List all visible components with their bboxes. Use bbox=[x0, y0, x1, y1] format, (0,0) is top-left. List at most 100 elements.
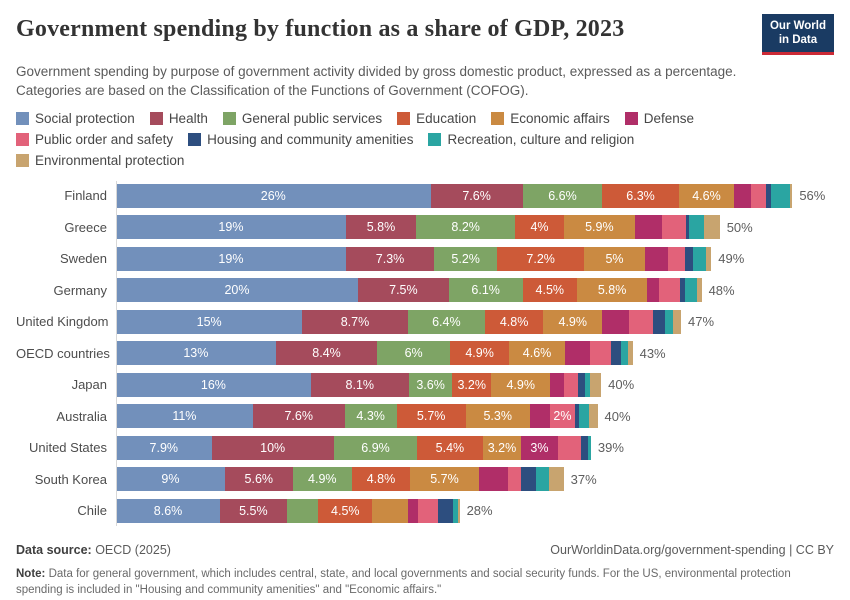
bar-segment-education[interactable]: 4.9% bbox=[449, 341, 510, 366]
bar-segment-public-order-and-safety[interactable] bbox=[667, 246, 685, 271]
bar-segment-education[interactable]: 7.2% bbox=[497, 246, 585, 271]
bar-segment-general-public-services[interactable]: 4.9% bbox=[292, 467, 352, 492]
bar-segment-health[interactable]: 8.1% bbox=[310, 372, 409, 397]
bar-segment-housing-and-community-amenities[interactable] bbox=[684, 246, 694, 271]
bar-segment-education[interactable]: 3.2% bbox=[452, 372, 492, 397]
bar-segment-recreation-culture-and-religion[interactable] bbox=[452, 498, 459, 523]
bar-segment-health[interactable]: 7.6% bbox=[252, 404, 345, 429]
bar-segment-housing-and-community-amenities[interactable] bbox=[438, 498, 453, 523]
bar-segment-public-order-and-safety[interactable] bbox=[557, 435, 581, 460]
bar-segment-recreation-culture-and-religion[interactable] bbox=[535, 467, 550, 492]
bar-segment-housing-and-community-amenities[interactable] bbox=[679, 278, 685, 303]
bar-segment-general-public-services[interactable]: 8.2% bbox=[416, 215, 516, 240]
bar-segment-education[interactable]: 4.8% bbox=[485, 309, 544, 334]
bar-segment-social-protection[interactable]: 26% bbox=[116, 183, 431, 208]
bar-segment-economic-affairs[interactable]: 5.8% bbox=[576, 278, 648, 303]
bar-segment-general-public-services[interactable]: 6% bbox=[377, 341, 450, 366]
bar-segment-economic-affairs[interactable]: 5.7% bbox=[410, 467, 479, 492]
bar-segment-education[interactable]: 4% bbox=[515, 215, 564, 240]
bar-segment-recreation-culture-and-religion[interactable] bbox=[693, 246, 707, 271]
bar-segment-defense[interactable] bbox=[734, 183, 752, 208]
bar-segment-social-protection[interactable]: 15% bbox=[116, 309, 303, 334]
bar-segment-recreation-culture-and-religion[interactable] bbox=[665, 309, 673, 334]
bar-segment-defense[interactable] bbox=[635, 215, 662, 240]
bar-segment-education[interactable]: 5.4% bbox=[417, 435, 483, 460]
bar-segment-defense[interactable]: 3% bbox=[521, 435, 558, 460]
bar-segment-education[interactable]: 4.8% bbox=[351, 467, 410, 492]
bar-segment-general-public-services[interactable] bbox=[286, 498, 319, 523]
bar-segment-environmental-protection[interactable] bbox=[703, 215, 720, 240]
bar-segment-public-order-and-safety[interactable] bbox=[751, 183, 766, 208]
bar-segment-health[interactable]: 5.5% bbox=[220, 498, 287, 523]
bar-segment-general-public-services[interactable]: 5.2% bbox=[434, 246, 498, 271]
bar-segment-economic-affairs[interactable]: 4.6% bbox=[509, 341, 565, 366]
bar-segment-economic-affairs[interactable]: 4.9% bbox=[491, 372, 551, 397]
bar-segment-housing-and-community-amenities[interactable] bbox=[653, 309, 666, 334]
bar-segment-recreation-culture-and-religion[interactable] bbox=[579, 404, 590, 429]
bar-segment-defense[interactable] bbox=[564, 341, 591, 366]
bar-segment-social-protection[interactable]: 19% bbox=[116, 215, 346, 240]
bar-segment-public-order-and-safety[interactable]: 2% bbox=[550, 404, 575, 429]
bar-segment-housing-and-community-amenities[interactable] bbox=[685, 215, 690, 240]
bar-segment-social-protection[interactable]: 20% bbox=[116, 278, 358, 303]
bar-segment-health[interactable]: 8.4% bbox=[275, 341, 378, 366]
bar-segment-environmental-protection[interactable] bbox=[589, 404, 598, 429]
bar-segment-recreation-culture-and-religion[interactable] bbox=[684, 278, 697, 303]
bar-segment-economic-affairs[interactable]: 3.2% bbox=[482, 435, 522, 460]
bar-segment-public-order-and-safety[interactable] bbox=[661, 215, 686, 240]
bar-segment-economic-affairs[interactable]: 5% bbox=[584, 246, 645, 271]
attribution-link[interactable]: OurWorldinData.org/government-spending bbox=[550, 542, 786, 557]
bar-segment-economic-affairs[interactable]: 4.6% bbox=[678, 183, 735, 208]
bar-segment-education[interactable]: 4.5% bbox=[318, 498, 373, 523]
bar-segment-public-order-and-safety[interactable] bbox=[659, 278, 680, 303]
bar-segment-housing-and-community-amenities[interactable] bbox=[574, 404, 580, 429]
bar-segment-social-protection[interactable]: 8.6% bbox=[116, 498, 221, 523]
bar-segment-social-protection[interactable]: 19% bbox=[116, 246, 346, 271]
bar-segment-education[interactable]: 6.3% bbox=[602, 183, 679, 208]
bar-segment-health[interactable]: 7.5% bbox=[358, 278, 449, 303]
bar-segment-health[interactable]: 5.6% bbox=[224, 467, 293, 492]
bar-segment-economic-affairs[interactable]: 4.9% bbox=[543, 309, 603, 334]
bar-segment-health[interactable]: 5.8% bbox=[345, 215, 417, 240]
bar-segment-recreation-culture-and-religion[interactable] bbox=[587, 435, 591, 460]
bar-segment-general-public-services[interactable]: 6.4% bbox=[407, 309, 486, 334]
bar-segment-environmental-protection[interactable] bbox=[706, 246, 712, 271]
bar-segment-housing-and-community-amenities[interactable] bbox=[580, 435, 588, 460]
bar-segment-social-protection[interactable]: 13% bbox=[116, 341, 276, 366]
bar-segment-recreation-culture-and-religion[interactable] bbox=[689, 215, 704, 240]
bar-segment-defense[interactable] bbox=[647, 278, 660, 303]
bar-segment-environmental-protection[interactable] bbox=[696, 278, 702, 303]
bar-segment-environmental-protection[interactable] bbox=[549, 467, 564, 492]
bar-segment-defense[interactable] bbox=[478, 467, 508, 492]
bar-segment-public-order-and-safety[interactable] bbox=[563, 372, 579, 397]
bar-segment-social-protection[interactable]: 16% bbox=[116, 372, 311, 397]
bar-segment-general-public-services[interactable]: 6.9% bbox=[333, 435, 418, 460]
bar-segment-health[interactable]: 10% bbox=[211, 435, 334, 460]
bar-segment-housing-and-community-amenities[interactable] bbox=[578, 372, 586, 397]
bar-segment-general-public-services[interactable]: 6.6% bbox=[522, 183, 603, 208]
bar-segment-education[interactable]: 5.7% bbox=[396, 404, 466, 429]
bar-segment-environmental-protection[interactable] bbox=[590, 372, 602, 397]
bar-segment-economic-affairs[interactable]: 5.9% bbox=[563, 215, 636, 240]
bar-segment-health[interactable]: 8.7% bbox=[302, 309, 408, 334]
bar-segment-public-order-and-safety[interactable] bbox=[508, 467, 522, 492]
bar-segment-health[interactable]: 7.6% bbox=[430, 183, 523, 208]
bar-segment-public-order-and-safety[interactable] bbox=[417, 498, 439, 523]
bar-segment-general-public-services[interactable]: 4.3% bbox=[344, 404, 397, 429]
bar-segment-recreation-culture-and-religion[interactable] bbox=[620, 341, 628, 366]
bar-segment-defense[interactable] bbox=[602, 309, 629, 334]
bar-segment-defense[interactable] bbox=[550, 372, 564, 397]
bar-segment-housing-and-community-amenities[interactable] bbox=[521, 467, 536, 492]
bar-segment-economic-affairs[interactable] bbox=[372, 498, 408, 523]
bar-segment-housing-and-community-amenities[interactable] bbox=[765, 183, 771, 208]
bar-segment-defense[interactable] bbox=[529, 404, 551, 429]
bar-segment-environmental-protection[interactable] bbox=[627, 341, 633, 366]
bar-segment-general-public-services[interactable]: 6.1% bbox=[448, 278, 523, 303]
bar-segment-housing-and-community-amenities[interactable] bbox=[610, 341, 621, 366]
bar-segment-public-order-and-safety[interactable] bbox=[590, 341, 611, 366]
bar-segment-general-public-services[interactable]: 3.6% bbox=[408, 372, 453, 397]
bar-segment-recreation-culture-and-religion[interactable] bbox=[770, 183, 790, 208]
bar-segment-education[interactable]: 4.5% bbox=[522, 278, 577, 303]
bar-segment-defense[interactable] bbox=[407, 498, 418, 523]
bar-segment-recreation-culture-and-religion[interactable] bbox=[585, 372, 591, 397]
